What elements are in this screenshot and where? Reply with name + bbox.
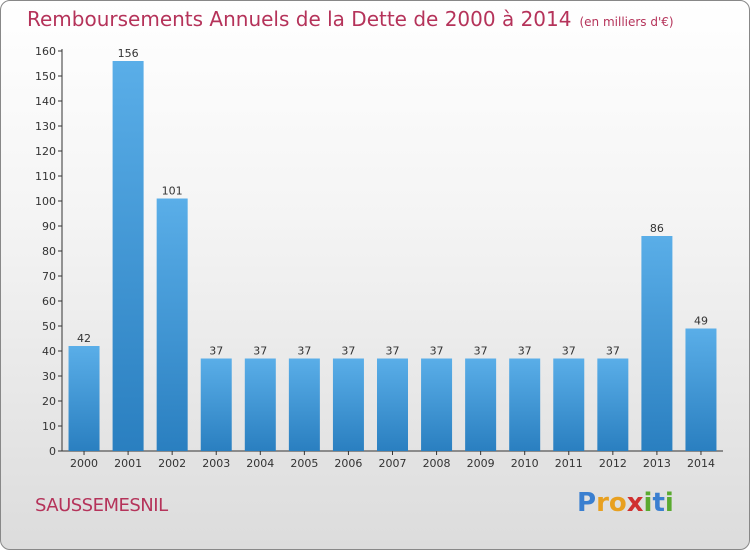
data-label-2006: 37 (341, 345, 355, 358)
axes: 0 10 20 30 40 50 60 70 80 90 100 110 120 130 140 150 160… (35, 45, 723, 470)
x-tick-label: 2009 (467, 457, 495, 470)
y-tick-label: 130 (35, 120, 56, 133)
x-tick-label: 2010 (511, 457, 539, 470)
location-name: SAUSSEMESNIL (35, 495, 168, 516)
y-tick-label: 100 (35, 195, 56, 208)
data-label-2007: 37 (386, 345, 400, 358)
data-label-2012: 37 (606, 345, 620, 358)
x-tick-label: 2013 (643, 457, 671, 470)
bar-2010 (509, 358, 541, 451)
y-tick-label: 40 (42, 345, 56, 358)
y-tick-label: 150 (35, 70, 56, 83)
bars (68, 61, 717, 451)
logo-letter: x (626, 488, 644, 518)
x-tick-label: 2002 (158, 457, 186, 470)
proxiti-logo: Proxiti (577, 488, 674, 518)
x-tick-label: 2011 (555, 457, 583, 470)
data-label-2000: 42 (77, 332, 91, 345)
bar-2005 (288, 358, 320, 451)
logo-letter: r (596, 488, 609, 518)
data-label-2002: 101 (162, 185, 183, 198)
bar-2009 (465, 358, 497, 451)
bar-2007 (377, 358, 408, 451)
y-tick-label: 120 (35, 145, 56, 158)
bar-2013 (641, 236, 673, 451)
x-tick-label: 2000 (70, 457, 98, 470)
bar-2011 (553, 358, 585, 451)
logo-letter: t (652, 488, 665, 518)
logo-letter: P (577, 488, 597, 518)
data-label-2013: 86 (650, 222, 664, 235)
x-tick-label: 2003 (202, 457, 230, 470)
y-tick-label: 50 (42, 320, 56, 333)
data-label-2011: 37 (562, 345, 576, 358)
bar-2014 (685, 328, 717, 451)
logo-letter: i (643, 488, 653, 518)
bar-2002 (156, 198, 188, 451)
chart-title: Remboursements Annuels de la Dette de 20… (27, 7, 674, 31)
bar-2006 (332, 358, 364, 451)
x-tick-label: 2006 (334, 457, 362, 470)
data-label-2009: 37 (474, 345, 488, 358)
logo-letter: o (608, 488, 627, 518)
data-label-2003: 37 (209, 345, 223, 358)
x-tick-label: 2005 (290, 457, 318, 470)
bar-2004 (244, 358, 276, 451)
bar-2012 (597, 358, 629, 451)
y-tick-label: 0 (49, 445, 56, 458)
data-label-2001: 156 (118, 47, 139, 60)
y-tick-label: 10 (42, 420, 56, 433)
y-tick-label: 30 (42, 370, 56, 383)
y-tick-label: 60 (42, 295, 56, 308)
x-tick-label: 2007 (379, 457, 407, 470)
y-tick-label: 80 (42, 245, 56, 258)
chart-unit: (en milliers d'€) (579, 15, 674, 29)
data-label-2014: 49 (694, 315, 708, 328)
bar-2000 (68, 346, 100, 451)
y-tick-label: 140 (35, 95, 56, 108)
data-label-2004: 37 (253, 345, 267, 358)
x-tick-label: 2012 (599, 457, 627, 470)
x-tick-label: 2001 (114, 457, 142, 470)
y-tick-label: 90 (42, 220, 56, 233)
y-tick-label: 110 (35, 170, 56, 183)
x-tick-label: 2008 (423, 457, 451, 470)
y-tick-label: 70 (42, 270, 56, 283)
y-tick-label: 20 (42, 395, 56, 408)
data-label-2010: 37 (518, 345, 532, 358)
chart-title-text: Remboursements Annuels de la Dette de 20… (27, 7, 572, 31)
data-label-2005: 37 (297, 345, 311, 358)
data-labels: 42 156 101 37 37 37 37 37 37 37 37 37 37 86 49 (77, 47, 708, 358)
x-tick-label: 2014 (687, 457, 715, 470)
bar-2001 (112, 61, 144, 451)
bar-2008 (421, 358, 453, 451)
y-tick-label: 160 (35, 45, 56, 58)
logo-letter: i (664, 488, 674, 518)
bar-2003 (200, 358, 232, 451)
x-tick-label: 2004 (246, 457, 274, 470)
data-label-2008: 37 (430, 345, 444, 358)
